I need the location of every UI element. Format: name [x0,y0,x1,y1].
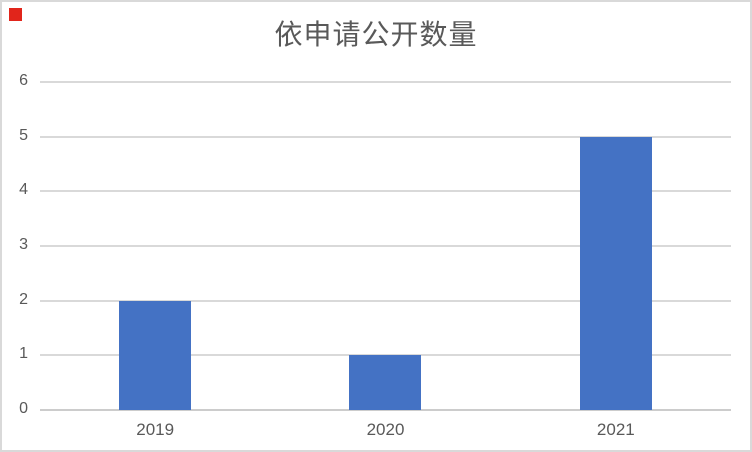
bars-container: 2019 2020 2021 [40,82,731,439]
gridline [40,81,731,83]
gridline [40,299,731,302]
y-tick-label: 2 [19,290,28,308]
y-tick-label: 5 [19,126,28,144]
x-tick-label: 2020 [366,420,405,439]
plot-area: 0 1 2 3 4 5 6 2019 2020 2021 [19,73,731,439]
category-slot: 2019 [40,82,270,439]
x-tick-label: 2019 [136,420,175,439]
chart-title: 依申请公开数量 [274,19,478,50]
red-marker-icon [9,8,22,21]
bar-2019 [119,300,192,410]
gridline [40,135,731,138]
x-axis-line [40,409,731,411]
category-slot: 2020 [270,82,500,439]
y-tick-label: 6 [19,72,28,89]
gridline [40,245,731,247]
y-tick-label: 4 [19,181,28,199]
y-tick-label: 0 [19,400,28,417]
category-slot: 2021 [501,82,731,439]
bar-2021 [579,136,652,410]
bar-2020 [349,355,422,410]
y-tick-label: 3 [19,236,28,253]
y-tick-label: 1 [19,345,28,363]
gridline [40,190,731,193]
x-tick-label: 2021 [596,420,635,439]
